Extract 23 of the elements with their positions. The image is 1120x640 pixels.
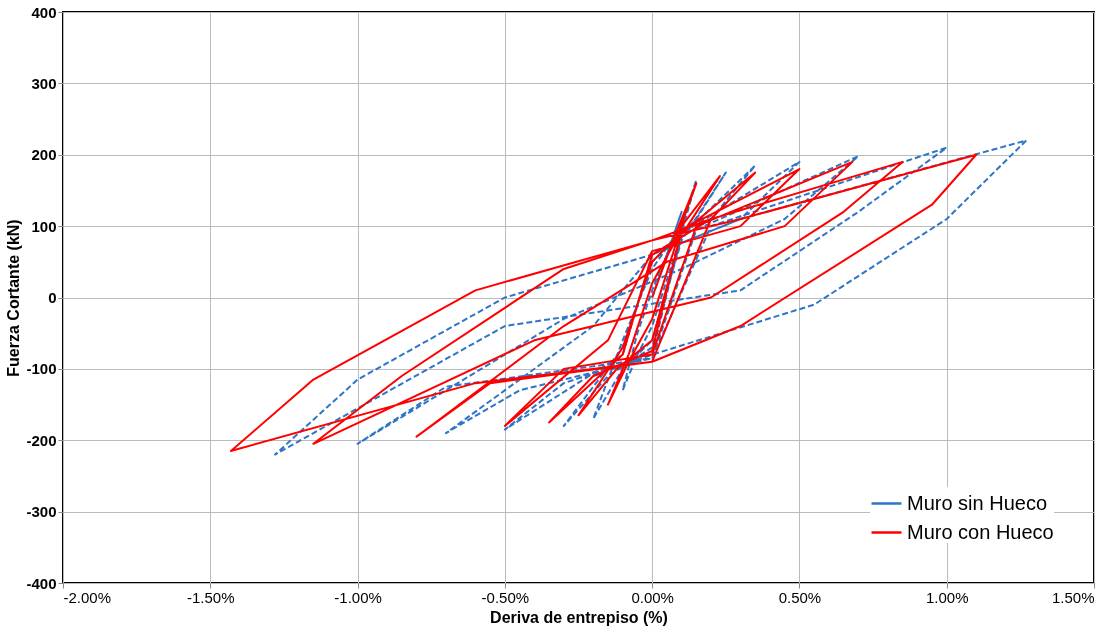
y-tick-label: 300 <box>31 74 57 92</box>
y-tick-label: -200 <box>26 431 57 449</box>
legend-label: Muro sin Hueco <box>907 491 1048 514</box>
y-tick-label: -100 <box>26 360 57 378</box>
x-tick-label: -1.00% <box>334 588 382 606</box>
y-tick-label: 0 <box>48 289 57 306</box>
x-tick-label: 0.50% <box>778 588 822 606</box>
x-tick-label: -0.50% <box>481 588 530 606</box>
y-tick-label: 400 <box>31 3 57 21</box>
y-tick-label: -400 <box>26 574 57 592</box>
legend-label: Muro con Hueco <box>907 520 1054 543</box>
y-tick-label: -300 <box>26 503 57 521</box>
line-series <box>229 153 978 452</box>
x-tick-label: 0.00% <box>631 588 674 606</box>
y-tick-label: 200 <box>31 146 57 164</box>
x-axis-title: Deriva de entrepiso (%) <box>490 608 668 626</box>
x-tick-label: 1.00% <box>925 588 969 606</box>
y-tick-label: 100 <box>31 217 57 235</box>
x-tick-label: 1.50% <box>1051 588 1095 606</box>
line-series <box>274 139 1028 456</box>
x-tick-label: -1.50% <box>187 588 235 606</box>
y-axis-title: Fuerza Cortante (kN) <box>5 219 23 377</box>
x-tick-label: -2.00% <box>63 588 112 606</box>
